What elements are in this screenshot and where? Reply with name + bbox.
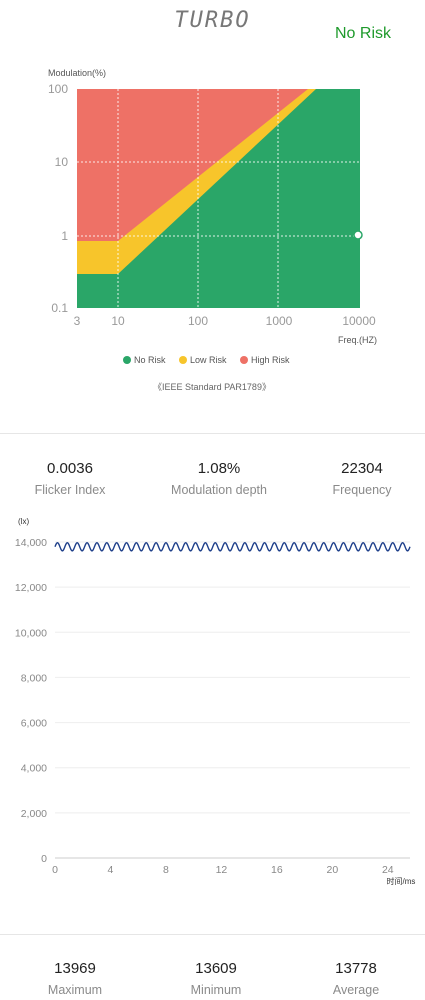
wave-x-tick: 20 xyxy=(327,864,339,876)
metric-minimum: 13609 Minimum xyxy=(146,960,286,997)
wave-y-tick: 4,000 xyxy=(21,763,47,775)
risk-y-tick: 100 xyxy=(48,82,68,96)
wave-grid xyxy=(55,541,410,859)
legend-no-risk-label: No Risk xyxy=(134,355,166,365)
wave-x-tick: 24 xyxy=(382,864,394,876)
legend-low-risk-label: Low Risk xyxy=(190,355,227,365)
wave-y-tick: 2,000 xyxy=(21,808,47,820)
metric-value: 1.08% xyxy=(197,460,241,477)
legend-low-risk-dot xyxy=(179,356,187,364)
metric-label: Modulation depth xyxy=(171,483,267,497)
metric-label: Flicker Index xyxy=(34,483,106,497)
wave-y-ticks: 0 2,000 4,000 6,000 8,000 10,000 12,000 14,000 xyxy=(15,537,47,865)
legend-no-risk-dot xyxy=(123,356,131,364)
app-title: TURBO xyxy=(174,8,251,33)
metric-value: 0.0036 xyxy=(47,460,93,477)
wave-x-tick: 12 xyxy=(216,864,228,876)
wave-y-tick: 8,000 xyxy=(21,672,47,684)
risk-status-label: No Risk xyxy=(334,25,391,42)
risk-chart-ylabel: Modulation(%) xyxy=(48,68,106,78)
risk-chart: Modulation(%) 100 10 1 0.1 3 10 100 1000… xyxy=(48,68,377,392)
metric-label: Minimum xyxy=(190,983,242,997)
metric-value: 13778 xyxy=(335,960,377,977)
risk-x-tick: 10 xyxy=(111,314,125,328)
wave-x-tick: 16 xyxy=(271,864,283,876)
metric-label: Average xyxy=(332,983,380,997)
wave-ylabel: (lx) xyxy=(18,517,29,526)
metric-flicker-index: 0.0036 Flicker Index xyxy=(0,460,140,497)
risk-y-tick: 10 xyxy=(55,155,69,169)
legend-high-risk-dot xyxy=(240,356,248,364)
wave-y-tick: 14,000 xyxy=(15,537,47,549)
wave-x-tick: 0 xyxy=(52,864,58,876)
risk-x-tick: 1000 xyxy=(266,314,293,328)
risk-x-tick: 3 xyxy=(74,314,81,328)
wave-y-tick: 0 xyxy=(41,853,47,865)
wave-y-tick: 6,000 xyxy=(21,718,47,730)
legend-high-risk-label: High Risk xyxy=(251,355,290,365)
illuminance-chart: (lx) 0 2,000 4,000 6,000 8,000 10,000 12,000 14… xyxy=(15,517,416,886)
metric-value: 22304 xyxy=(341,460,383,477)
metric-frequency: 22304 Frequency xyxy=(292,460,425,497)
risk-chart-xlabel: Freq.(HZ) xyxy=(338,335,377,345)
risk-x-tick: 10000 xyxy=(342,314,376,328)
divider xyxy=(0,934,425,935)
risk-y-tick: 1 xyxy=(61,229,68,243)
risk-plot-area xyxy=(77,89,363,308)
measurement-marker xyxy=(353,230,363,240)
wave-x-tick: 4 xyxy=(108,864,114,876)
metric-value: 13609 xyxy=(195,960,237,977)
metric-label: Maximum xyxy=(47,983,103,997)
metric-value: 13969 xyxy=(54,960,96,977)
risk-y-ticks: 100 10 1 0.1 xyxy=(48,82,68,315)
risk-legend: No Risk Low Risk High Risk xyxy=(123,355,290,365)
risk-y-tick: 0.1 xyxy=(51,301,68,315)
risk-x-tick: 100 xyxy=(188,314,208,328)
wave-x-ticks: 0 4 8 12 16 20 24 xyxy=(52,864,394,876)
wave-y-tick: 10,000 xyxy=(15,627,47,639)
wave-xlabel: 时间/ms xyxy=(387,876,416,886)
wave-x-tick: 8 xyxy=(163,864,169,876)
risk-x-ticks: 3 10 100 1000 10000 xyxy=(74,314,376,328)
metric-modulation-depth: 1.08% Modulation depth xyxy=(149,460,289,497)
wave-y-tick: 12,000 xyxy=(15,582,47,594)
metric-average: 13778 Average xyxy=(286,960,425,997)
risk-grid xyxy=(77,89,360,308)
standard-label: 《IEEE Standard PAR1789》 xyxy=(153,382,271,392)
metric-label: Frequency xyxy=(332,483,392,497)
no-risk-region xyxy=(77,89,360,308)
divider xyxy=(0,433,425,434)
wave-series-line xyxy=(54,541,411,552)
metric-maximum: 13969 Maximum xyxy=(5,960,145,997)
